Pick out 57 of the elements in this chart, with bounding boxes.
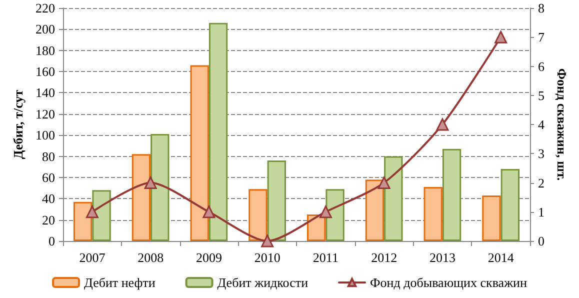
y2-tick-label: 3 bbox=[538, 146, 544, 162]
x-tick-label: 2009 bbox=[196, 250, 222, 265]
legend-label: Фонд добывающих скважин bbox=[370, 275, 528, 290]
bar bbox=[267, 160, 286, 241]
point bbox=[144, 176, 157, 189]
y-tick-label: 80 bbox=[42, 148, 55, 164]
legend-label: Дебит нефти bbox=[84, 275, 156, 290]
y-tick-label: 20 bbox=[42, 212, 55, 228]
x-tick-label: 2007 bbox=[79, 250, 106, 265]
point bbox=[494, 30, 508, 44]
x-tick-label: 2010 bbox=[254, 250, 280, 265]
bar bbox=[208, 22, 228, 241]
x-tick-label: 2011 bbox=[312, 250, 338, 265]
point bbox=[319, 206, 332, 218]
bar bbox=[384, 156, 403, 241]
y-tick-label: 120 bbox=[36, 106, 55, 122]
y2-tick-label: 6 bbox=[538, 58, 545, 74]
bar bbox=[326, 189, 344, 241]
point bbox=[202, 206, 216, 218]
bar bbox=[132, 154, 151, 241]
point bbox=[86, 206, 98, 218]
bar bbox=[482, 195, 501, 241]
y-tick-label: 200 bbox=[36, 22, 55, 37]
y2-tick-label: 1 bbox=[538, 204, 544, 220]
legend-label: Дебит жидкости bbox=[217, 275, 308, 290]
bar bbox=[248, 189, 268, 241]
y2-tick-label: 2 bbox=[538, 175, 544, 190]
bar bbox=[74, 202, 92, 241]
x-tick-label: 2012 bbox=[371, 250, 398, 265]
y-tick-label: 160 bbox=[36, 64, 55, 80]
y-axis-title: Дебит, т/сут bbox=[10, 89, 26, 160]
y-tick-label: 100 bbox=[36, 128, 55, 143]
y2-tick-label: 7 bbox=[538, 30, 545, 45]
y-tick-label: 220 bbox=[36, 0, 55, 16]
x-tick-label: 2013 bbox=[429, 250, 456, 265]
bar bbox=[365, 180, 384, 241]
x-tick-label: 2014 bbox=[488, 250, 514, 265]
y2-tick-label: 8 bbox=[538, 0, 544, 16]
bar bbox=[442, 148, 462, 241]
y2-tick-label: 5 bbox=[538, 88, 544, 103]
y2-tick-label: 4 bbox=[538, 117, 545, 132]
bar bbox=[92, 190, 111, 241]
point bbox=[261, 234, 274, 248]
y-tick-label: 60 bbox=[42, 170, 55, 185]
y-tick-label: 40 bbox=[42, 191, 55, 206]
bar bbox=[190, 65, 209, 241]
bar bbox=[150, 134, 170, 241]
x-tick-label: 2008 bbox=[138, 250, 164, 265]
point bbox=[378, 176, 390, 189]
y2-tick-label: 0 bbox=[538, 234, 544, 248]
y-tick-label: 0 bbox=[48, 234, 55, 248]
point bbox=[436, 118, 449, 131]
bar bbox=[424, 186, 442, 241]
bar bbox=[500, 168, 520, 241]
y-tick-label: 180 bbox=[36, 42, 55, 58]
y2-axis-title: Фонд скважин, шт. bbox=[554, 68, 570, 181]
y-tick-label: 140 bbox=[36, 85, 55, 100]
